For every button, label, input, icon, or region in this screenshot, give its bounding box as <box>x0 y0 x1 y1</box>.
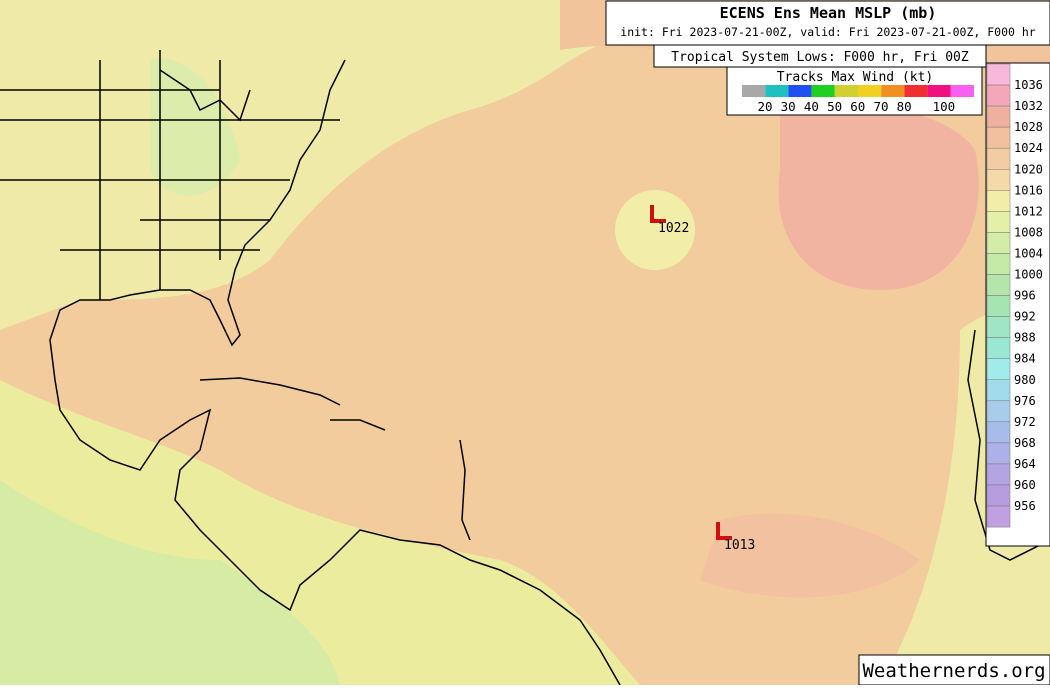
colorbar-label: 1000 <box>1014 268 1043 282</box>
colorbar-band <box>986 232 1011 254</box>
coastlines <box>0 50 1050 686</box>
colorbar-label: 1008 <box>1014 225 1043 239</box>
colorbar-label: 964 <box>1014 457 1036 471</box>
wind-swatch <box>950 85 974 97</box>
colorbar-band <box>986 190 1011 212</box>
wind-swatch <box>881 85 905 97</box>
watermark: Weathernerds.org <box>862 660 1045 682</box>
wind-swatch <box>927 85 951 97</box>
low-pressure-label: 1013 <box>724 538 755 553</box>
colorbar-label: 980 <box>1014 373 1036 387</box>
wind-swatch <box>742 85 766 97</box>
colorbar-band <box>986 505 1011 528</box>
init-line: init: Fri 2023-07-21-00Z, valid: Fri 202… <box>620 25 1035 39</box>
colorbar-band <box>986 400 1011 423</box>
colorbar-band <box>986 421 1011 444</box>
colorbar-band <box>986 379 1011 402</box>
wind-label: 20 <box>757 99 772 114</box>
colorbar-band <box>986 126 1011 149</box>
colorbar-band <box>986 169 1011 191</box>
colorbar-band <box>986 63 1011 86</box>
watermark-box <box>858 654 1050 686</box>
low-marker <box>716 522 732 540</box>
colorbar-label: 996 <box>1014 289 1036 303</box>
colorbar-label: 1032 <box>1014 99 1043 113</box>
colorbar-band <box>986 442 1011 465</box>
colorbar-label: 1024 <box>1014 141 1043 155</box>
wind-swatch <box>765 85 789 97</box>
colorbar-band <box>986 211 1011 233</box>
wind-label: 30 <box>781 99 796 114</box>
wind-label: 70 <box>873 99 888 114</box>
colorbar-label: 1004 <box>1014 246 1043 260</box>
colorbar-band <box>986 84 1011 107</box>
colorbar-label: 988 <box>1014 331 1036 345</box>
colorbar-label: 1036 <box>1014 78 1043 92</box>
colorbar-label: 1016 <box>1014 183 1043 197</box>
wind-label: 100 <box>933 99 956 114</box>
colorbar-label: 984 <box>1014 352 1036 366</box>
colorbar-band <box>986 253 1011 275</box>
wind-swatch <box>811 85 835 97</box>
title-box <box>605 0 1050 46</box>
colorbar-band <box>986 484 1011 507</box>
low-pressure-label: 1022 <box>658 221 689 236</box>
wind-swatch <box>788 85 812 97</box>
great-lakes-field <box>150 58 240 196</box>
colorbar-band <box>986 358 1011 381</box>
colorbar-band <box>986 105 1011 128</box>
map-title: ECENS Ens Mean MSLP (mb) <box>720 4 937 22</box>
colorbar: 1036 1032 1028 1024 1020 1016 1012 1008 1004 1000… <box>986 63 1043 528</box>
colorbar-label: 1012 <box>1014 204 1043 218</box>
wind-label: 60 <box>850 99 865 114</box>
colorbar-band <box>986 274 1011 296</box>
lows: 1022 1013 <box>650 205 755 553</box>
colorbar-band <box>986 463 1011 486</box>
colorbar-label: 1028 <box>1014 120 1043 134</box>
wind-swatch <box>834 85 858 97</box>
wind-legend-title: Tracks Max Wind (kt) <box>777 70 934 85</box>
colorbar-band <box>986 337 1011 359</box>
colorbar-band <box>986 295 1011 317</box>
central-america-field <box>0 480 340 685</box>
colorbar-label: 1020 <box>1014 162 1043 176</box>
colorbar-label: 968 <box>1014 436 1036 450</box>
wind-label: 40 <box>804 99 819 114</box>
colorbar-label: 992 <box>1014 310 1036 324</box>
high-pressure-core <box>778 104 979 291</box>
wind-label: 50 <box>827 99 842 114</box>
colorbar-label: 960 <box>1014 478 1036 492</box>
colorbar-band <box>986 316 1011 338</box>
south-high <box>700 513 920 598</box>
wind-legend: 20 30 40 50 60 70 80 100 <box>742 85 974 114</box>
colorbar-band <box>986 147 1011 170</box>
colorbar-label: 972 <box>1014 415 1036 429</box>
subtitle: Tropical System Lows: F000 hr, Fri 00Z <box>671 50 969 65</box>
colorbar-label: 956 <box>1014 499 1036 513</box>
wind-label: 80 <box>897 99 912 114</box>
low-contour <box>615 190 695 270</box>
wind-swatch <box>904 85 928 97</box>
low-marker <box>650 205 666 223</box>
colorbar-label: 976 <box>1014 394 1036 408</box>
wind-swatch <box>858 85 882 97</box>
